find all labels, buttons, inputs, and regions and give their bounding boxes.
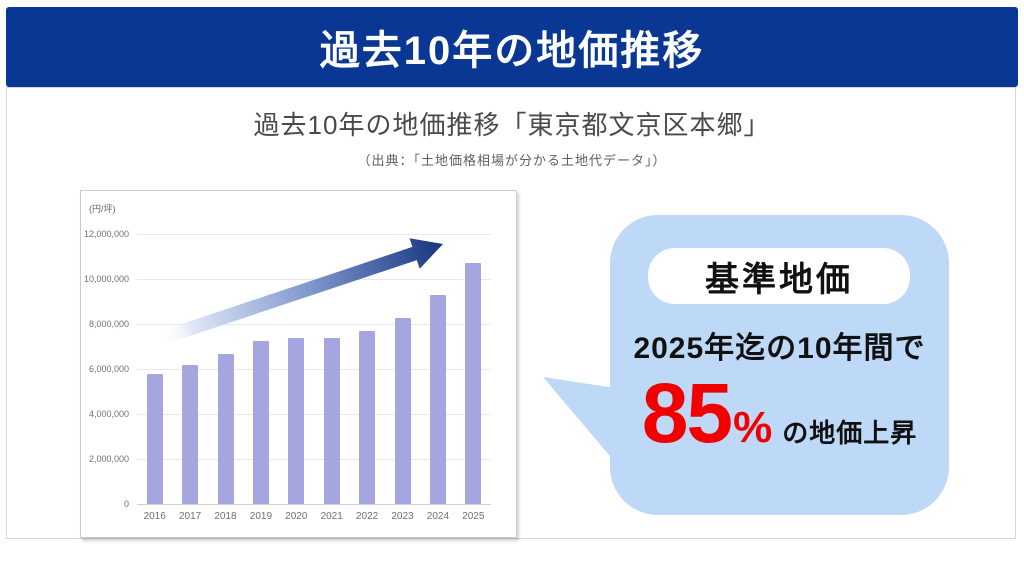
stat-row: 85 % の地価上昇	[610, 371, 949, 455]
stat-unit: %	[733, 403, 773, 452]
bar-chart: (円/坪) 12,000,000 10,000,000 8,000,000 6,000…	[80, 190, 517, 538]
gridline	[137, 279, 491, 280]
chart-section-title: 過去10年の地価推移「東京都文京区本郷」	[253, 110, 771, 140]
bar-2018	[217, 354, 234, 504]
x-axis-tick-label: 2021	[320, 511, 343, 522]
bar-2019	[252, 340, 269, 504]
bar-2020	[288, 337, 305, 504]
gridline	[137, 414, 491, 415]
bar-2021	[323, 337, 340, 504]
header-title: 過去10年の地価推移	[319, 29, 705, 73]
stat-suffix: の地価上昇	[782, 418, 918, 448]
gridline	[137, 504, 491, 505]
x-axis-tick-label: 2022	[355, 511, 379, 522]
x-axis-tick-label: 2025	[462, 511, 485, 522]
x-axis-tick-label: 2016	[143, 511, 166, 522]
x-axis-tick-label: 2019	[249, 511, 273, 522]
gridline	[137, 459, 491, 460]
bar-2016	[146, 373, 163, 504]
gridline	[137, 369, 491, 370]
chart-source-note: （出典：「土地価格相場が分かる土地代データ」）	[357, 153, 667, 168]
x-axis-tick-label: 2024	[426, 511, 450, 522]
callout-period-text: 2025年迄の10年間で	[633, 332, 926, 365]
badge-pill: 基準地価	[648, 248, 910, 304]
header-banner: 過去10年の地価推移	[6, 7, 1018, 87]
bar-2025	[465, 262, 482, 504]
bar-2024	[429, 294, 446, 504]
speech-bubble-tail	[543, 377, 615, 462]
x-axis-tick-label: 2023	[391, 511, 414, 522]
callout-bubble: 基準地価 2025年迄の10年間で 85 % の地価上昇	[610, 215, 949, 515]
bar-2017	[182, 364, 199, 504]
bar-2022	[359, 330, 376, 504]
y-axis-tick-label: 6,000,000	[88, 364, 129, 374]
x-axis-tick-label: 2017	[178, 511, 202, 522]
y-axis-tick-label: 4,000,000	[88, 409, 129, 419]
gridline	[137, 234, 491, 235]
badge-label: 基準地価	[705, 260, 853, 299]
x-axis-tick-label: 2018	[214, 511, 237, 522]
y-axis-tick-label: 8,000,000	[88, 319, 129, 329]
stat-value: 85	[641, 366, 733, 460]
bar-2023	[394, 318, 411, 504]
y-axis-tick-label: 0	[123, 499, 129, 509]
y-axis-tick-label: 12,000,000	[83, 229, 129, 239]
y-axis-unit-label: (円/坪)	[89, 204, 116, 214]
x-axis-tick-label: 2020	[285, 511, 308, 522]
y-axis-tick-label: 10,000,000	[83, 274, 129, 284]
y-axis-tick-label: 2,000,000	[88, 454, 129, 464]
